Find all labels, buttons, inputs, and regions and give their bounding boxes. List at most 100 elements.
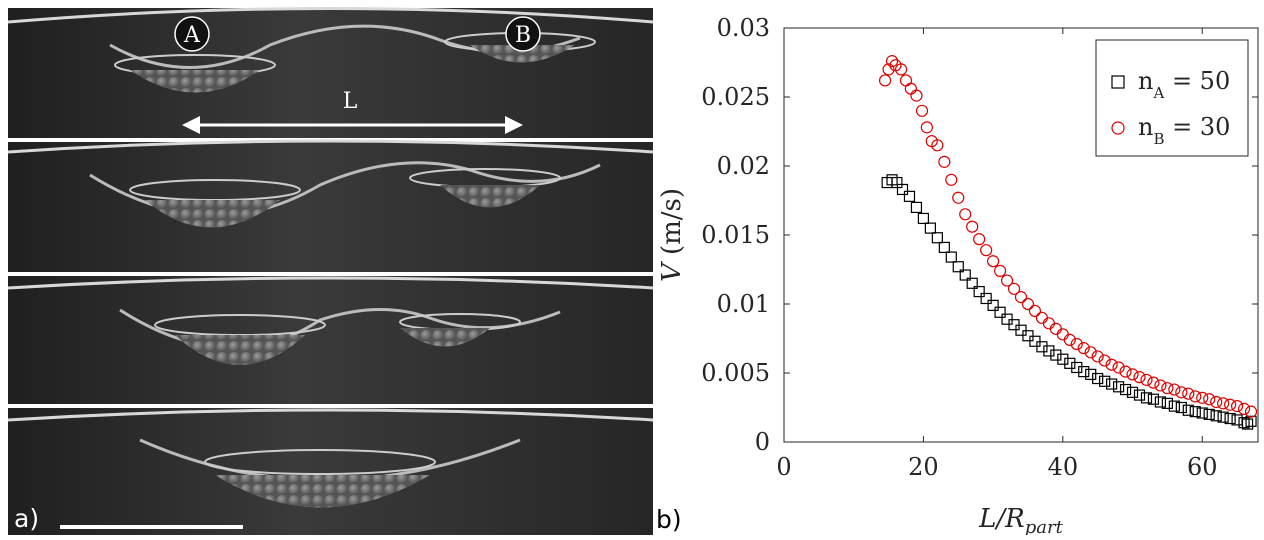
data-point-square [1175,401,1187,414]
photo-frame-4 [7,408,654,535]
series-b [878,55,1258,418]
data-point-circle [1028,304,1042,317]
data-point-circle [895,63,908,76]
data-point-square [1182,404,1194,416]
data-point-square [1092,372,1104,385]
distance-arrow [182,116,523,134]
data-point-circle [1147,376,1160,389]
distance-label: L [343,89,358,114]
data-point-circle [1175,386,1188,399]
legend-label: nB = 30 [1138,113,1230,148]
data-point-circle [1230,400,1244,413]
data-point-circle [1035,311,1049,324]
data-point-circle [1000,274,1014,287]
data-point-circle [1182,387,1195,400]
panel-a-label: a) [14,504,40,533]
data-point-square [945,251,957,263]
velocity-chart: 0 20 40 60 0 0.005 0.01 0.015 0.02 0.025 0.03 L/Rpa… [657,14,1259,538]
data-point-circle [904,82,917,95]
data-point-square [980,292,992,305]
data-point-circle [1203,393,1216,406]
data-point-circle [1154,379,1167,392]
data-point-circle [885,55,899,68]
data-point-circle [1161,382,1174,395]
data-point-square [966,277,978,289]
data-point-circle [1105,358,1118,371]
y-tick-label: 0.025 [701,83,770,111]
data-point-circle [1063,333,1076,346]
data-point-circle [1056,328,1069,341]
data-point-circle [1091,350,1104,363]
x-tick-label: 60 [1187,453,1218,481]
data-point-circle [1196,391,1209,404]
photo-frame-3 [7,276,654,404]
photo-sequence-panel: A B L [7,7,654,535]
data-point-circle [1084,346,1097,359]
legend-box [1095,39,1249,157]
data-point-square [1189,406,1201,418]
data-point-square [1057,353,1069,365]
data-point-square [994,306,1006,318]
data-point-circle [1126,368,1139,381]
data-point-square [1147,393,1160,405]
data-point-square [1106,378,1118,390]
droplet-a-label: A [183,23,201,48]
data-point-circle [1210,395,1223,409]
data-point-circle [920,121,933,134]
data-point-square [952,261,964,273]
data-point-square [1119,383,1132,396]
data-point-circle [973,233,986,246]
y-tick-label: 0.01 [717,290,770,318]
data-point-circle [993,264,1007,277]
data-point-circle [1133,371,1146,384]
data-point-circle [878,74,892,87]
data-point-circle [1119,365,1132,378]
data-point-square [1099,375,1111,387]
data-point-circle [1140,373,1153,386]
data-point-square [1210,410,1222,422]
data-point-square [931,232,943,244]
y-axis-label: V (m/s) [660,188,687,282]
data-point-circle [1112,361,1125,374]
data-point-square [1245,415,1257,427]
data-point-square [1203,408,1215,420]
y-tick-label: 0 [755,428,770,456]
data-point-square [1071,361,1083,374]
data-point-circle [959,208,972,221]
data-point-circle [899,74,913,87]
data-point-square [987,299,999,311]
data-point-square [1126,386,1139,398]
droplet-b-marker [505,16,541,52]
panel-b-label: b) [656,505,682,534]
data-point-circle [987,255,1000,268]
droplet-a-marker [174,16,210,52]
legend-marker-square [1111,75,1125,89]
data-point-square [1224,412,1236,425]
data-point-square [1043,345,1055,357]
data-point-square [1161,397,1173,409]
data-point-square [917,212,930,225]
x-axis-label: L/Rpart [978,504,1063,535]
data-point-square [1238,417,1250,429]
data-point-circle [1224,398,1237,411]
data-point-circle [966,220,979,233]
y-tick-label: 0.015 [701,221,770,249]
data-point-circle [910,89,923,102]
data-point-square [1064,357,1076,369]
chart-series [878,55,1258,430]
data-point-square [1036,341,1048,353]
velocity-chart-panel: 0 20 40 60 0 0.005 0.01 0.015 0.02 0.025 0.03 L/Rpa… [657,0,1264,538]
data-point-circle [1077,342,1090,355]
legend-marker-circle [1111,121,1125,135]
scale-bar [60,525,243,529]
data-point-square [1078,366,1090,378]
data-point-circle [1049,322,1062,335]
photo-frame-1: A B L [7,7,654,138]
data-point-square [903,190,916,202]
data-point-circle [882,63,895,76]
data-point-circle [1007,282,1021,295]
data-point-circle [980,244,993,257]
data-point-circle [1168,383,1181,396]
data-point-square [924,222,936,234]
droplet-b-label: B [515,23,531,48]
